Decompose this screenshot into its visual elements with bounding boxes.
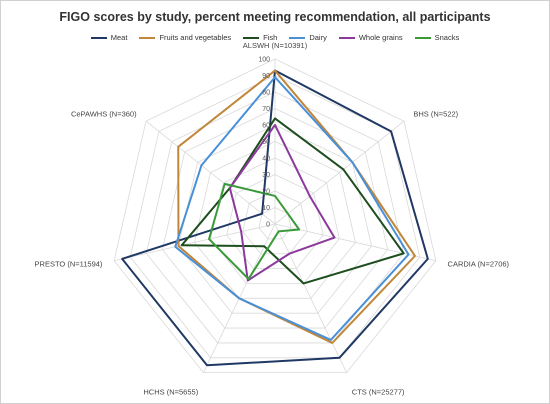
- series-line-fish: [180, 117, 405, 285]
- grid-spoke: [274, 223, 347, 373]
- tick-label: 40: [262, 156, 270, 163]
- tick-label: 10: [262, 205, 270, 212]
- axis-label: ALSWH (N=10391): [243, 41, 308, 50]
- legend-swatch: [243, 36, 260, 39]
- chart-legend: Meat Fruits and vegetables Fish Dairy Wh…: [0, 33, 550, 42]
- axis-label: CTS (N=25277): [352, 387, 405, 396]
- axis-label: BHS (N=522): [413, 110, 458, 119]
- tick-label: 90: [262, 73, 270, 80]
- legend-item-whole-grains: Whole grains: [338, 33, 403, 42]
- grid-ring: [226, 174, 324, 269]
- legend-label: Dairy: [309, 33, 327, 42]
- legend-item-snacks: Snacks: [414, 33, 460, 42]
- series-line-snacks: [208, 182, 301, 281]
- legend-swatch: [139, 36, 156, 39]
- legend-label: Meat: [110, 33, 128, 42]
- legend-swatch: [414, 36, 431, 39]
- grid-spoke: [114, 223, 276, 262]
- grid-ring: [129, 75, 421, 359]
- tick-label: 80: [262, 90, 270, 97]
- grid-spoke: [145, 120, 276, 225]
- tick-label: 50: [262, 139, 270, 146]
- legend-label: Fruits and vegetables: [159, 33, 232, 42]
- chart-title: FIGO scores by study, percent meeting re…: [59, 10, 491, 24]
- legend-label: Fish: [263, 33, 278, 42]
- series-line-whole-grains: [228, 124, 336, 282]
- axis-label: CePAWHS (N=360): [71, 110, 137, 119]
- legend-item-dairy: Dairy: [289, 33, 327, 42]
- tick-label: 70: [262, 106, 270, 113]
- grid-ring: [194, 141, 356, 299]
- grid-ring: [178, 124, 372, 314]
- axis-label: CARDIA (N=2706): [448, 259, 510, 268]
- tick-label: 30: [262, 172, 270, 179]
- tick-label: 60: [262, 123, 270, 130]
- axis-label: HCHS (N=5655): [143, 387, 198, 396]
- legend-swatch: [338, 36, 355, 39]
- grid-ring: [210, 157, 340, 284]
- grid-ring: [145, 91, 405, 344]
- tick-label: 20: [262, 189, 270, 196]
- grid-ring: [113, 58, 437, 374]
- tick-label: 100: [258, 57, 270, 64]
- grid-ring: [242, 190, 308, 255]
- legend-label: Whole grains: [358, 33, 403, 42]
- series-line-dairy: [174, 76, 410, 341]
- legend-item-fish: Fish: [243, 33, 277, 42]
- grid-ring: [161, 108, 389, 329]
- tick-label: 0: [266, 222, 270, 229]
- legend-swatch: [289, 36, 306, 39]
- legend-label: Snacks: [434, 33, 460, 42]
- legend-item-fruits-vegetables: Fruits and vegetables: [139, 33, 231, 42]
- grid-spoke: [274, 120, 405, 225]
- legend-item-meat: Meat: [90, 33, 128, 42]
- axis-label: PRESTO (N=11594): [35, 259, 103, 268]
- legend-swatch: [90, 36, 107, 39]
